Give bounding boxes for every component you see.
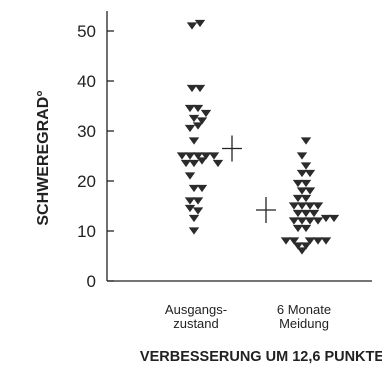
data-point	[188, 214, 200, 223]
mean-marker	[256, 197, 276, 223]
category-label: Ausgangs-zustand	[165, 302, 227, 331]
data-point	[192, 104, 204, 113]
data-point	[304, 237, 316, 245]
data-point	[188, 184, 200, 193]
y-tick-label: 30	[77, 122, 96, 141]
data-point	[304, 202, 316, 210]
data-point	[186, 22, 198, 30]
data-point	[292, 179, 304, 188]
data-point	[292, 224, 304, 233]
data-point	[212, 159, 224, 168]
data-point	[184, 197, 196, 205]
data-point	[188, 114, 200, 123]
category-labels: Ausgangs-zustand 6 Monate Meidung	[165, 302, 331, 331]
data-point	[300, 137, 312, 145]
data-point	[188, 227, 200, 235]
data-point	[186, 84, 198, 93]
chart-caption: VERBESSERUNG UM 12,6 PUNKTE	[140, 349, 382, 365]
mean-markers	[222, 135, 276, 223]
data-point	[312, 202, 324, 210]
data-point	[296, 187, 308, 195]
data-point	[192, 207, 204, 215]
data-point	[188, 137, 200, 145]
data-point	[296, 247, 308, 255]
data-point	[300, 209, 312, 218]
data-point	[296, 202, 308, 210]
data-point	[292, 209, 304, 218]
y-tick-label: 10	[77, 222, 96, 241]
data-point	[194, 19, 206, 28]
data-point	[196, 157, 208, 165]
data-point	[300, 194, 312, 203]
data-point	[300, 179, 312, 188]
data-point	[304, 187, 316, 195]
data-point	[192, 152, 204, 160]
data-point	[192, 122, 204, 130]
data-point	[208, 152, 220, 160]
y-tick-label: 0	[87, 272, 96, 291]
data-point	[184, 152, 196, 160]
data-point	[300, 162, 312, 170]
data-point	[292, 242, 304, 250]
data-point	[300, 242, 312, 250]
data-point	[188, 159, 200, 168]
y-tick-labels: 0 10 20 30 40 50	[77, 22, 96, 291]
data-point	[300, 224, 312, 233]
data-point	[194, 84, 206, 93]
data-point	[328, 214, 340, 223]
data-point	[180, 159, 192, 168]
y-tick-label: 20	[77, 172, 96, 191]
data-point	[296, 152, 308, 160]
data-point	[288, 237, 300, 245]
data-point	[320, 214, 332, 223]
data-point	[280, 237, 292, 245]
data-point	[184, 124, 196, 133]
data-point	[184, 172, 196, 180]
y-tick-label: 40	[77, 72, 96, 91]
data-point	[292, 194, 304, 203]
data-point	[312, 217, 324, 225]
y-axis	[106, 11, 114, 282]
data-point	[304, 217, 316, 225]
data-point	[184, 104, 196, 113]
data-point	[184, 204, 196, 213]
y-tick-label: 50	[77, 22, 96, 41]
data-point	[304, 169, 316, 178]
category-label: 6 Monate Meidung	[277, 302, 331, 331]
data-point	[288, 217, 300, 225]
data-point	[296, 169, 308, 178]
data-point	[200, 109, 212, 118]
data-point	[320, 237, 332, 245]
data-point	[176, 152, 188, 160]
data-point	[192, 197, 204, 205]
data-point	[288, 202, 300, 210]
data-point	[196, 184, 208, 193]
data-point	[200, 152, 212, 160]
mean-marker	[222, 135, 242, 162]
data-points	[176, 19, 340, 255]
data-point	[312, 237, 324, 245]
data-point	[196, 117, 208, 125]
data-point	[296, 217, 308, 225]
data-point	[308, 209, 320, 218]
y-axis-label: SCHWEREGRAD°	[35, 90, 52, 225]
